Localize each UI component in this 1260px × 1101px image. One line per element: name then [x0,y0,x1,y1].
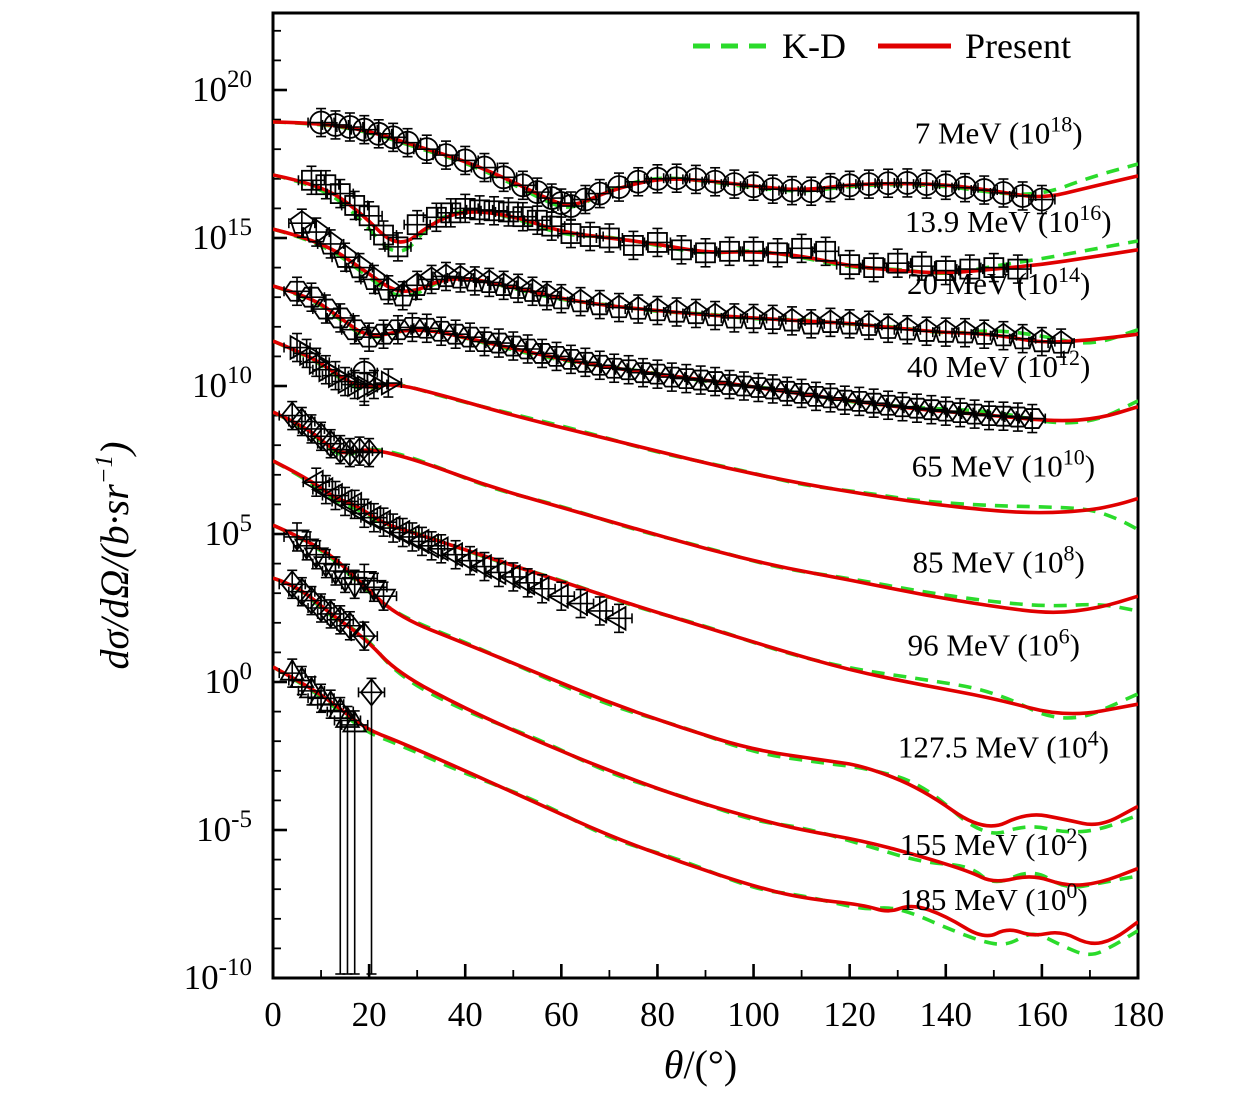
present-curve-127.5-mev [273,523,1138,828]
energy-label-14: 20 MeV (1014) [907,262,1090,301]
svg-text:80: 80 [640,995,675,1034]
data-points-185-mev [278,658,369,975]
present-curve-155-mev [273,576,1138,887]
svg-text:160: 160 [1016,995,1069,1034]
energy-label-2: 155 MeV (102) [900,823,1088,862]
data-points-20-mev [288,208,1075,358]
axis-ticks [271,29,1140,980]
y-tick-labels: 1020 1015 1010 105 100 10-5 10-10 [184,66,252,997]
energy-label-4: 127.5 MeV (104) [898,725,1109,764]
energy-label-8: 85 MeV (108) [912,540,1084,579]
data-points-127.5-mev [283,522,398,611]
svg-text:20: 20 [352,995,387,1034]
svg-text:140: 140 [920,995,973,1034]
svg-text:1015: 1015 [192,214,252,257]
data-points-155-mev [278,569,386,975]
legend-kd-label: K-D [782,26,846,66]
svg-text:105: 105 [205,510,253,553]
energy-label-6: 96 MeV (106) [908,623,1080,662]
svg-text:10-5: 10-5 [196,806,252,849]
data-points-65-mev [283,332,404,407]
data-points-7-mev [307,107,1056,221]
energy-label-10: 65 MeV (1010) [912,444,1095,483]
svg-text:1020: 1020 [192,66,252,109]
energy-label-18: 7 MeV (1018) [915,111,1083,150]
svg-text:10-10: 10-10 [184,954,252,997]
data-points-40-mev [282,276,1047,434]
data-points-layer [278,107,1075,975]
legend: K-D Present [693,26,1071,66]
present-curve-185-mev [273,665,1138,946]
x-axis-label: θ/(°) [664,1042,737,1087]
svg-text:100: 100 [205,658,253,701]
svg-text:40: 40 [448,995,483,1034]
energy-label-16: 13.9 MeV (1016) [905,200,1112,239]
energy-label-12: 40 MeV (1012) [907,345,1090,384]
data-points-85-mev [278,400,383,468]
energy-label-0: 185 MeV (100) [900,878,1088,917]
svg-text:0: 0 [264,995,282,1034]
present-curve-96-mev [273,459,1138,716]
svg-text:120: 120 [823,995,876,1034]
svg-text:180: 180 [1112,995,1165,1034]
svg-text:100: 100 [727,995,780,1034]
legend-present-label: Present [965,26,1071,66]
data-points-13.9-mev [297,165,1032,286]
kd-curve-96-mev [273,459,1138,720]
data-points-96-mev [301,467,633,634]
svg-text:1010: 1010 [192,362,252,405]
energy-labels: 7 MeV (1018) 13.9 MeV (1016) 20 MeV (1014)… [898,111,1112,917]
x-tick-labels: 0 20 40 60 80 100 120 140 160 180 [264,995,1164,1034]
svg-text:60: 60 [544,995,579,1034]
y-axis-label: dσ/dΩ/(b·sr−1) [91,441,137,669]
